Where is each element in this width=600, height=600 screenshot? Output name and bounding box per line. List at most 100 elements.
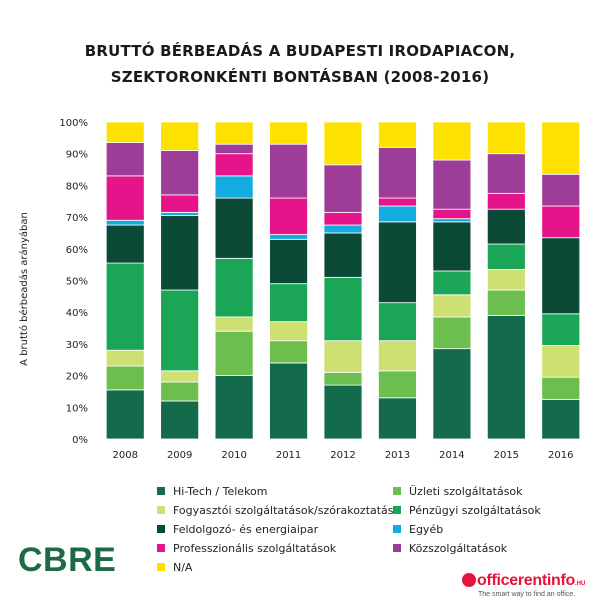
legend-swatch [157, 525, 165, 533]
legend-item: Üzleti szolgáltatások [393, 485, 523, 498]
bar-segment [432, 121, 472, 161]
y-tick-label: 100% [59, 118, 88, 129]
y-tick-label: 50% [66, 277, 88, 288]
legend-swatch [393, 506, 401, 514]
legend-item: Hi-Tech / Telekom [157, 485, 268, 498]
officerentinfo-logo-tld: .HU [575, 581, 586, 587]
bar-segment [160, 150, 200, 196]
bar-segment [214, 197, 254, 259]
bar-segment [105, 262, 145, 351]
legend-label: Üzleti szolgáltatások [409, 485, 523, 498]
x-tick-label: 2009 [167, 450, 192, 461]
legend-swatch [393, 544, 401, 552]
bar-segment [269, 121, 308, 145]
x-tick-label: 2010 [221, 450, 246, 461]
legend-swatch [157, 487, 165, 495]
x-tick-label: 2013 [385, 450, 410, 461]
bar-segment [486, 289, 526, 316]
bar-segment [486, 208, 526, 245]
y-tick-label: 30% [66, 340, 88, 351]
x-tick-label: 2008 [112, 450, 137, 461]
y-tick-label: 60% [66, 245, 88, 256]
legend-swatch [393, 525, 401, 533]
bar-segment [323, 121, 363, 166]
y-tick-label: 20% [66, 372, 88, 383]
officerentinfo-logo-name: officerentinfo [477, 572, 576, 589]
legend-label: Hi-Tech / Telekom [173, 485, 268, 498]
y-tick-label: 80% [66, 181, 88, 192]
chart-title-line2: SZEKTORONKÉNTI BONTÁSBAN (2008-2016) [110, 68, 490, 86]
bar-segment [105, 142, 145, 177]
bar-segment [214, 330, 254, 377]
legend-swatch [157, 506, 165, 514]
bar-segment [214, 257, 254, 318]
legend-label: Fogyasztói szolgáltatások/szórakoztatás [173, 504, 394, 517]
map-pin-icon [462, 573, 476, 587]
legend-label: Közszolgáltatások [409, 542, 508, 555]
legend-swatch [393, 487, 401, 495]
bar-segment [269, 238, 308, 285]
legend-label: Egyéb [409, 523, 444, 536]
bar-segment [323, 384, 363, 440]
y-tick-label: 70% [66, 213, 88, 224]
legend-item: Közszolgáltatások [393, 542, 507, 555]
legend-label: Feldolgozó- és energiaipar [173, 523, 319, 536]
bar-segment [105, 389, 145, 440]
bar-segment [323, 276, 363, 342]
bar-segment [105, 121, 145, 144]
bar-segment [160, 215, 200, 291]
x-tick-label: 2015 [494, 450, 519, 461]
legend-item: Pénzügyi szolgáltatások [393, 504, 541, 517]
y-tick-label: 40% [66, 308, 88, 319]
bar-segment [486, 153, 526, 194]
chart-title: BRUTTÓ BÉRBEADÁS A BUDAPESTI IRODAPIACON… [0, 38, 600, 90]
bar-segment [160, 121, 200, 151]
legend-label: Professzionális szolgáltatások [173, 542, 337, 555]
x-tick-label: 2014 [439, 450, 464, 461]
legend-item: Egyéb [393, 523, 443, 536]
legend-item: Professzionális szolgáltatások [157, 542, 336, 555]
bar-segment [269, 362, 308, 440]
bar-segment [160, 400, 200, 440]
chart-title-line1: BRUTTÓ BÉRBEADÁS A BUDAPESTI IRODAPIACON… [84, 42, 516, 60]
bar-segment [432, 159, 472, 210]
bar-segment [323, 232, 363, 278]
bar-segment [432, 221, 472, 272]
bar-segment [378, 121, 417, 148]
bar-segment [105, 175, 145, 221]
x-tick-label: 2016 [548, 450, 573, 461]
bar-segment [486, 314, 526, 440]
legend-item: Fogyasztói szolgáltatások/szórakoztatás [157, 504, 394, 517]
bar-segment [269, 143, 308, 199]
cbre-logo: CBRE [18, 541, 117, 579]
legend-swatch [157, 544, 165, 552]
bar-segment [269, 197, 308, 235]
officerentinfo-logo: officerentinfo.HU The smart way to find … [462, 572, 592, 598]
bar-segment [105, 224, 145, 264]
x-tick-label: 2011 [276, 450, 301, 461]
bar-segment [541, 237, 581, 315]
bar-segment [214, 121, 254, 145]
bar-segment [486, 121, 526, 155]
legend-item: Feldolgozó- és energiaipar [157, 523, 318, 536]
x-tick-label: 2012 [330, 450, 355, 461]
bar-segment [541, 121, 581, 175]
bar-segment [541, 345, 581, 378]
legend-swatch [157, 563, 165, 571]
bar-segment [160, 289, 200, 372]
legend-item: N/A [157, 561, 192, 574]
bar-segment [432, 316, 472, 350]
bar-segment [214, 375, 254, 440]
y-tick-label: 90% [66, 150, 88, 161]
y-tick-label: 10% [66, 403, 88, 414]
legend-label: Pénzügyi szolgáltatások [409, 504, 541, 517]
officerentinfo-slogan: The smart way to find an office. [478, 591, 576, 598]
y-tick-label: 0% [72, 435, 88, 446]
bar-segment [378, 146, 417, 199]
bar-segment [378, 221, 417, 304]
bar-segment [323, 164, 363, 213]
bar-segment [432, 348, 472, 440]
bar-segment [269, 283, 308, 323]
